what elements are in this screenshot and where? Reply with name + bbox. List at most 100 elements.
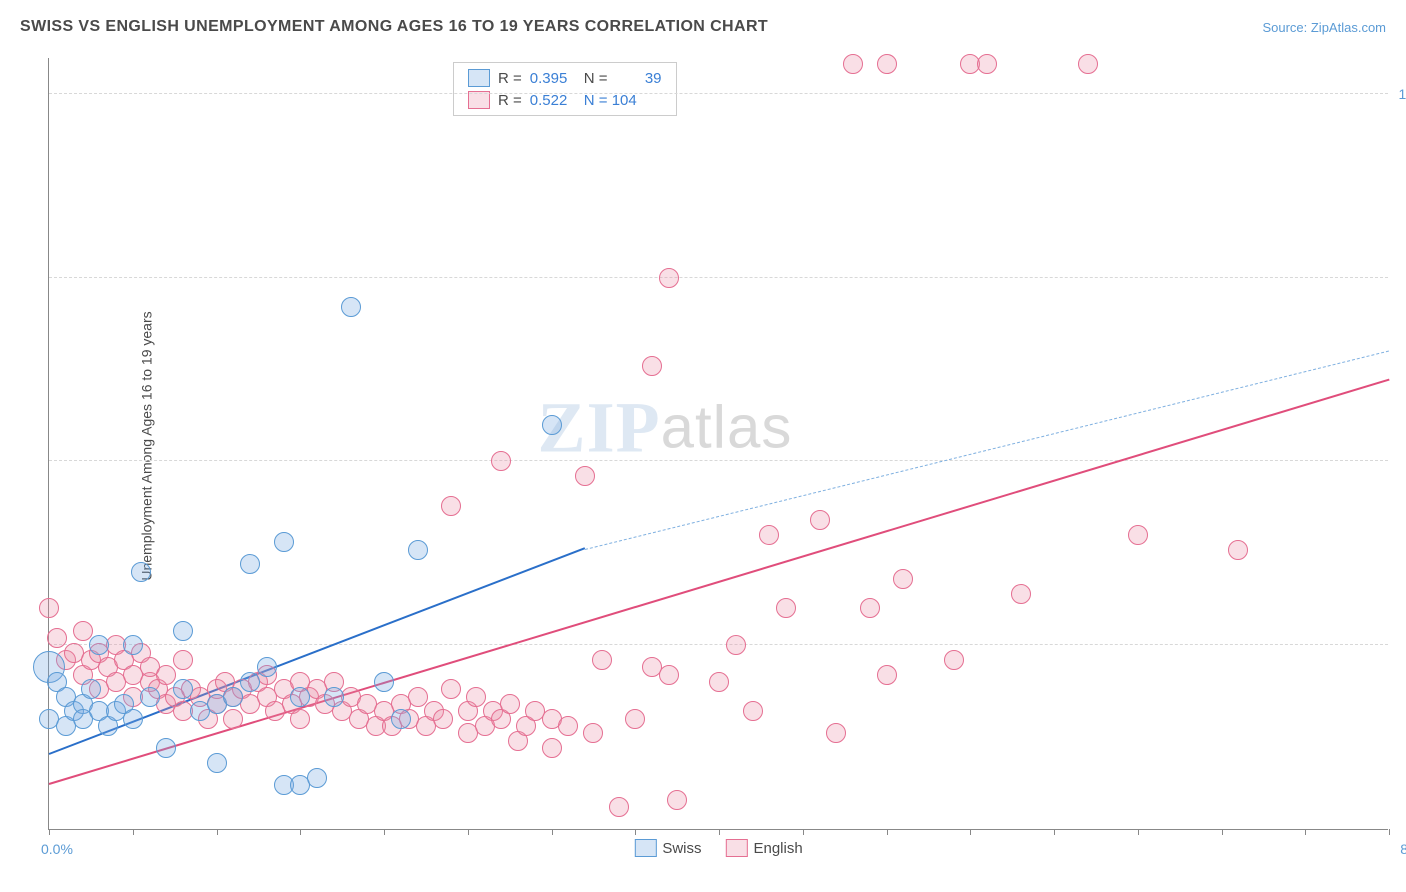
x-tick xyxy=(49,829,50,835)
x-tick xyxy=(1305,829,1306,835)
swatch-swiss-icon xyxy=(634,839,656,857)
gridline-y xyxy=(49,93,1388,94)
scatter-point-english xyxy=(843,54,863,74)
scatter-point-swiss xyxy=(131,562,151,582)
scatter-point-english xyxy=(726,635,746,655)
scatter-point-english xyxy=(1011,584,1031,604)
scatter-point-english xyxy=(542,738,562,758)
scatter-point-english xyxy=(944,650,964,670)
scatter-point-english xyxy=(223,709,243,729)
scatter-point-english xyxy=(156,665,176,685)
x-tick xyxy=(1054,829,1055,835)
gridline-y xyxy=(49,644,1388,645)
scatter-point-english xyxy=(39,598,59,618)
r-label: R = xyxy=(498,92,522,109)
scatter-point-swiss xyxy=(324,687,344,707)
x-tick xyxy=(1138,829,1139,835)
scatter-point-swiss xyxy=(223,687,243,707)
scatter-point-english xyxy=(433,709,453,729)
x-tick xyxy=(719,829,720,835)
scatter-point-swiss xyxy=(374,672,394,692)
scatter-point-english xyxy=(877,54,897,74)
swiss-r-value: 0.395 xyxy=(530,70,576,87)
scatter-point-english xyxy=(73,621,93,641)
scatter-point-swiss xyxy=(391,709,411,729)
scatter-point-english xyxy=(441,679,461,699)
legend-label-english: English xyxy=(753,840,802,857)
scatter-point-swiss xyxy=(257,657,277,677)
scatter-point-swiss xyxy=(307,768,327,788)
english-n-value: N = 104 xyxy=(584,92,637,109)
watermark: ZIPatlas xyxy=(538,387,793,470)
x-tick xyxy=(384,829,385,835)
scatter-point-english xyxy=(659,665,679,685)
title-bar: SWISS VS ENGLISH UNEMPLOYMENT AMONG AGES… xyxy=(20,18,1386,36)
legend-label-swiss: Swiss xyxy=(662,840,701,857)
trendline xyxy=(49,379,1390,785)
scatter-point-swiss xyxy=(207,753,227,773)
x-axis-max-label: 80.0% xyxy=(1400,841,1406,857)
scatter-point-english xyxy=(642,356,662,376)
plot-area: ZIPatlas R = 0.395 N = 39 R = 0.522 N = … xyxy=(48,58,1388,830)
scatter-point-english xyxy=(810,510,830,530)
x-tick xyxy=(133,829,134,835)
legend-item-swiss: Swiss xyxy=(634,839,701,857)
scatter-point-swiss xyxy=(290,687,310,707)
scatter-point-english xyxy=(609,797,629,817)
x-tick xyxy=(468,829,469,835)
scatter-point-english xyxy=(667,790,687,810)
source-attribution: Source: ZipAtlas.com xyxy=(1262,20,1386,35)
x-tick xyxy=(552,829,553,835)
scatter-point-english xyxy=(466,687,486,707)
scatter-point-english xyxy=(290,709,310,729)
y-tick-label: 100.0% xyxy=(1392,86,1406,102)
scatter-point-swiss xyxy=(274,532,294,552)
scatter-point-swiss xyxy=(173,679,193,699)
scatter-point-english xyxy=(893,569,913,589)
scatter-point-english xyxy=(575,466,595,486)
scatter-point-english xyxy=(500,694,520,714)
y-tick-label: 25.0% xyxy=(1392,637,1406,653)
scatter-point-english xyxy=(583,723,603,743)
swatch-english-icon xyxy=(725,839,747,857)
swatch-swiss xyxy=(468,69,490,87)
swiss-n-value: 39 xyxy=(616,70,662,87)
y-tick-label: 75.0% xyxy=(1392,270,1406,286)
chart-title: SWISS VS ENGLISH UNEMPLOYMENT AMONG AGES… xyxy=(20,18,768,36)
scatter-point-english xyxy=(592,650,612,670)
x-tick xyxy=(1389,829,1390,835)
n-label: N = xyxy=(584,70,608,87)
scatter-point-english xyxy=(441,496,461,516)
scatter-point-english xyxy=(877,665,897,685)
scatter-point-swiss xyxy=(240,672,260,692)
x-tick xyxy=(1222,829,1223,835)
watermark-sub: atlas xyxy=(661,394,793,461)
scatter-point-swiss xyxy=(173,621,193,641)
scatter-point-swiss xyxy=(240,554,260,574)
correlation-legend: R = 0.395 N = 39 R = 0.522 N = 104 xyxy=(453,62,677,116)
scatter-point-swiss xyxy=(123,709,143,729)
scatter-point-english xyxy=(759,525,779,545)
x-tick xyxy=(635,829,636,835)
scatter-point-swiss xyxy=(89,635,109,655)
scatter-point-swiss xyxy=(123,635,143,655)
gridline-y xyxy=(49,460,1388,461)
scatter-point-swiss xyxy=(140,687,160,707)
scatter-point-english xyxy=(709,672,729,692)
scatter-point-english xyxy=(558,716,578,736)
scatter-point-english xyxy=(1078,54,1098,74)
legend-item-english: English xyxy=(725,839,802,857)
series-legend: Swiss English xyxy=(634,839,802,857)
gridline-y xyxy=(49,277,1388,278)
scatter-point-english xyxy=(173,650,193,670)
scatter-point-english xyxy=(1228,540,1248,560)
r-label: R = xyxy=(498,70,522,87)
scatter-point-swiss xyxy=(542,415,562,435)
legend-row-swiss: R = 0.395 N = 39 xyxy=(468,69,662,87)
scatter-point-swiss xyxy=(156,738,176,758)
scatter-point-english xyxy=(659,268,679,288)
scatter-point-swiss xyxy=(81,679,101,699)
x-tick xyxy=(887,829,888,835)
y-tick-label: 50.0% xyxy=(1392,453,1406,469)
scatter-point-swiss xyxy=(341,297,361,317)
